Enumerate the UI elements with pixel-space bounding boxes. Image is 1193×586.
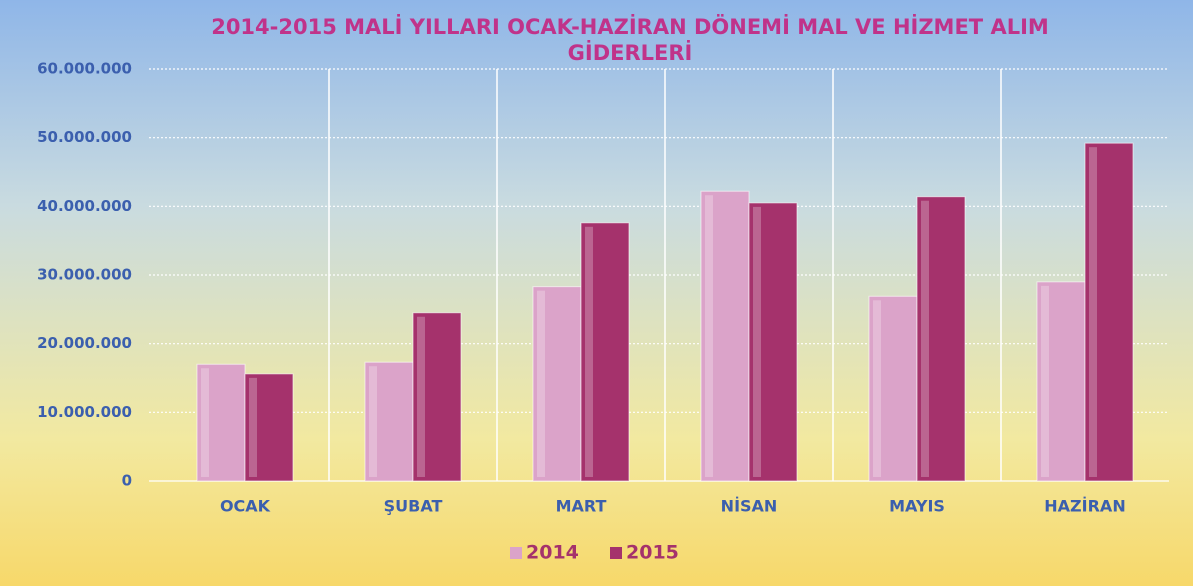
x-tick-label: MAYIS <box>889 497 945 516</box>
bar <box>748 202 798 482</box>
bar <box>244 373 294 482</box>
bar-highlight <box>369 366 377 477</box>
bar <box>700 190 750 482</box>
chart-title: 2014-2015 MALİ YILLARI OCAK-HAZİRAN DÖNE… <box>211 15 1049 65</box>
bar <box>580 222 630 482</box>
bar-highlight <box>705 195 713 477</box>
bar-highlight <box>585 226 593 477</box>
bar-highlight <box>201 368 209 477</box>
bar-highlight <box>417 316 425 477</box>
bar <box>1084 142 1134 482</box>
y-tick-label: 50.000.000 <box>37 128 132 146</box>
bar <box>196 363 246 482</box>
y-tick-label: 10.000.000 <box>37 403 132 421</box>
bar-highlight <box>753 206 761 477</box>
legend-label: 2014 <box>526 542 579 564</box>
x-tick-label: ŞUBAT <box>384 497 443 516</box>
bar-highlight <box>249 377 257 477</box>
x-tick-label: OCAK <box>220 497 271 516</box>
bar-highlight <box>537 290 545 477</box>
y-tick-label: 0 <box>122 472 132 490</box>
bar <box>1036 281 1086 482</box>
legend-swatch <box>510 547 522 559</box>
legend-swatch <box>610 547 622 559</box>
bar <box>868 295 918 482</box>
x-tick-label: NİSAN <box>721 497 778 516</box>
bar <box>532 286 582 482</box>
y-tick-label: 30.000.000 <box>37 266 132 284</box>
x-tick-label: HAZİRAN <box>1044 497 1125 516</box>
bar-highlight <box>1089 147 1097 477</box>
bar <box>412 312 462 482</box>
bar-highlight <box>873 300 881 477</box>
x-tick-label: MART <box>556 497 607 516</box>
bar <box>364 361 414 482</box>
y-tick-label: 40.000.000 <box>37 197 132 215</box>
legend-label: 2015 <box>626 542 679 564</box>
y-tick-label: 60.000.000 <box>37 60 132 78</box>
bar-highlight <box>1041 285 1049 477</box>
y-tick-label: 20.000.000 <box>37 334 132 352</box>
bar-highlight <box>921 200 929 477</box>
bar <box>916 196 966 482</box>
